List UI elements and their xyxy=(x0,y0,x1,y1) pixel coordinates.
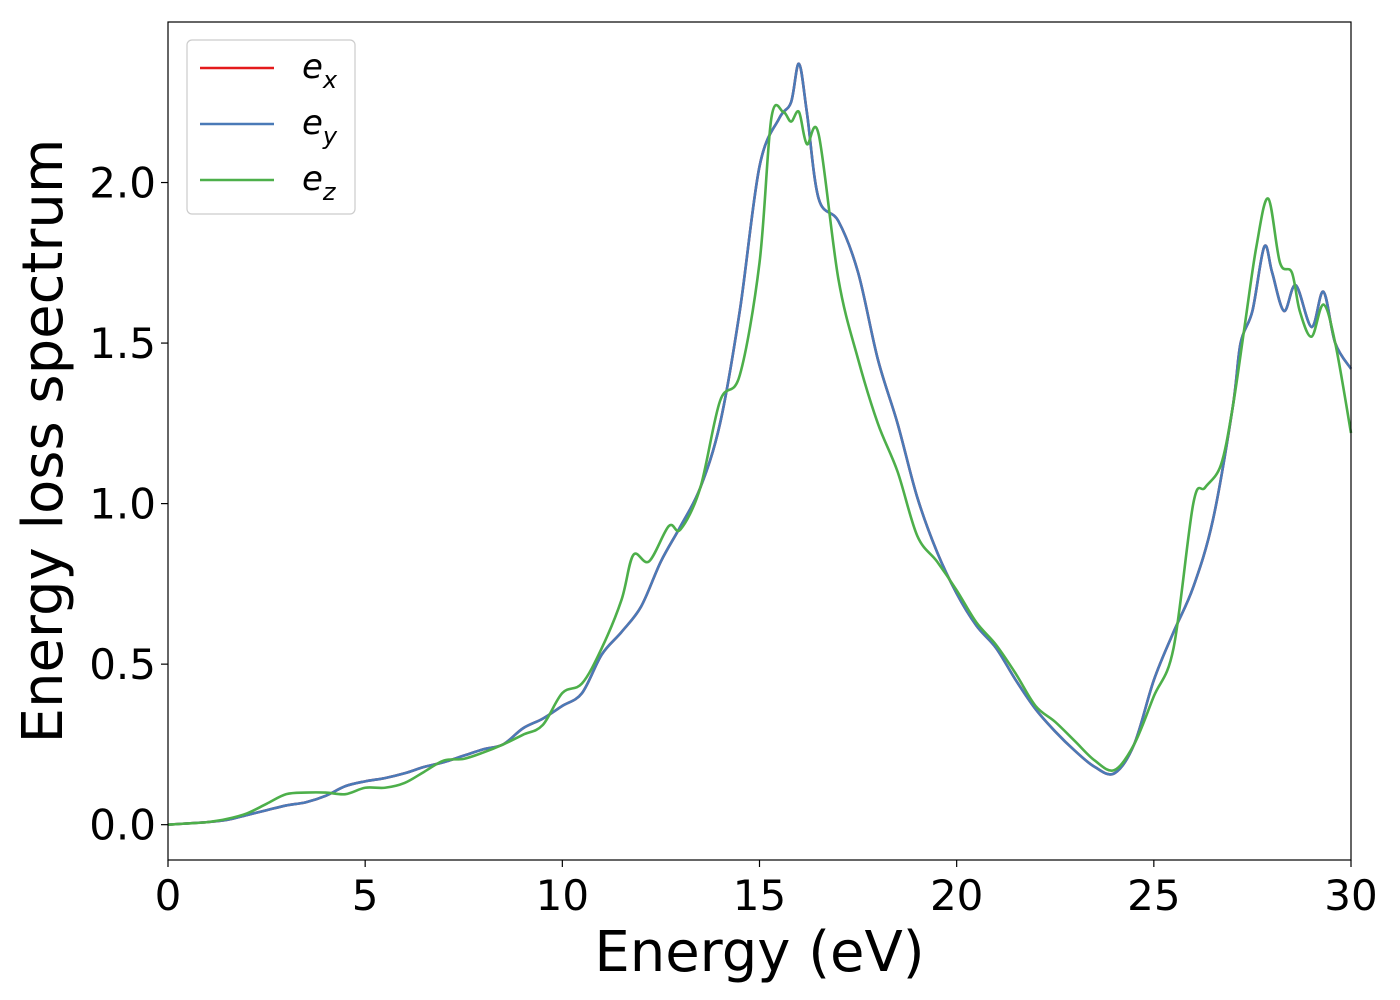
x-tick-label: 25 xyxy=(1127,871,1180,920)
y-tick-label: 1.5 xyxy=(89,319,156,368)
series-line-y xyxy=(167,62,1353,826)
x-axis: 0 5 10 15 20 25 30 xyxy=(155,860,1378,920)
legend: ex ey ez xyxy=(186,39,356,215)
y-tick-label: 1.0 xyxy=(89,480,156,529)
series-layer xyxy=(167,62,1353,826)
x-axis-label: Energy (eV) xyxy=(594,920,924,985)
y-axis: 0.0 0.5 1.0 1.5 2.0 xyxy=(89,159,168,850)
x-tick-label: 10 xyxy=(536,871,589,920)
series-line-z xyxy=(167,103,1353,826)
y-axis-label: Energy loss spectrum xyxy=(11,139,76,744)
x-tick-label: 15 xyxy=(733,871,786,920)
legend-label-z: ez xyxy=(302,159,337,206)
y-tick-label: 2.0 xyxy=(89,159,156,208)
y-tick-label: 0.5 xyxy=(89,640,156,689)
x-tick-label: 20 xyxy=(930,871,983,920)
y-tick-label: 0.0 xyxy=(89,801,156,850)
x-tick-label: 0 xyxy=(155,871,182,920)
legend-frame xyxy=(186,39,356,215)
x-tick-label: 30 xyxy=(1324,871,1377,920)
legend-label-y: ey xyxy=(302,103,338,150)
x-tick-label: 5 xyxy=(352,871,379,920)
legend-label-x: ex xyxy=(302,47,338,94)
